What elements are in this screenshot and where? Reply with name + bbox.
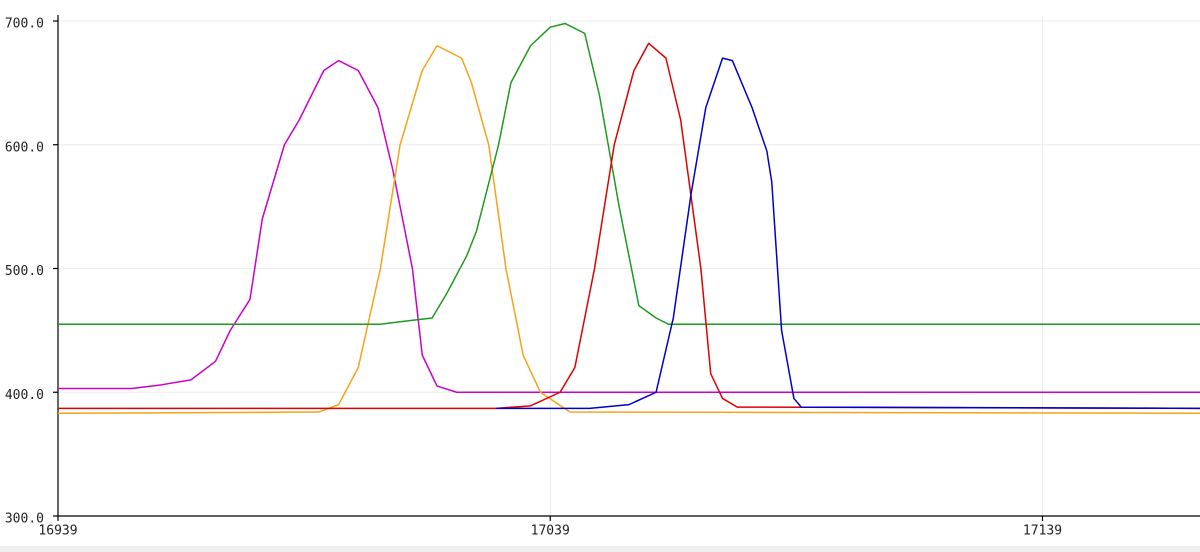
x-tick-label: 17039 — [531, 524, 570, 539]
series-line — [496, 57, 1200, 410]
series-line — [58, 22, 1200, 325]
x-tick-label: 17139 — [1023, 524, 1062, 539]
series-line — [58, 42, 1200, 410]
y-tick-label: 400.0 — [5, 388, 44, 403]
x-tick-label: 16939 — [38, 524, 77, 539]
y-tick-label: 300.0 — [5, 512, 44, 527]
series-line — [57, 45, 1200, 415]
y-tick-label: 600.0 — [5, 140, 44, 155]
y-tick-label: 500.0 — [5, 264, 44, 279]
y-tick-label: 700.0 — [5, 17, 44, 32]
series-line — [58, 59, 1200, 393]
status-strip — [0, 546, 1200, 552]
